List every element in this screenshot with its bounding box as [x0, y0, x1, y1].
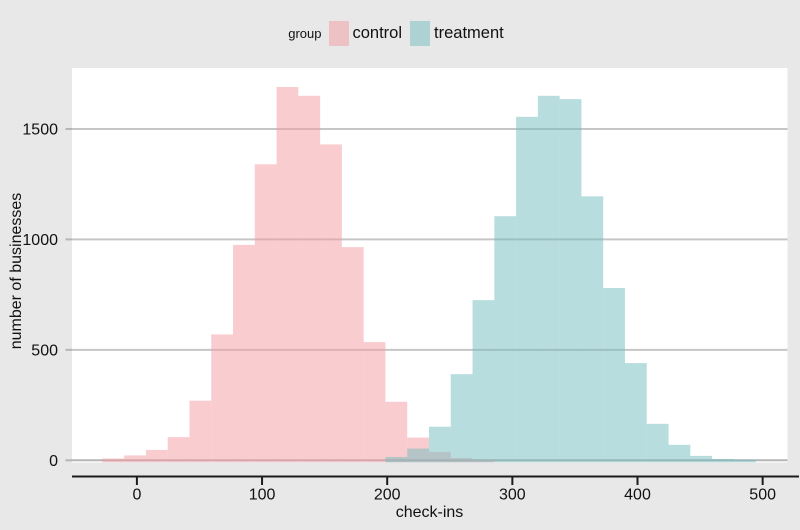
bar-treatment-bin6: [516, 116, 538, 463]
plot-panel: [72, 68, 788, 463]
x-tick-label-500: 500: [749, 487, 776, 504]
bar-treatment-bin12: [646, 423, 669, 463]
legend-item-treatment: treatment: [410, 21, 504, 46]
x-tick-label-100: 100: [249, 487, 276, 504]
bar-treatment-bin15: [712, 458, 734, 463]
bar-control-bin7: [254, 164, 277, 463]
bar-treatment-bin14: [690, 455, 713, 463]
bar-control-bin0: [102, 458, 125, 463]
legend-item-control: control: [328, 21, 403, 46]
x-axis-title: check-ins: [395, 504, 464, 521]
legend-label-control: control: [352, 24, 403, 42]
bar-treatment-bin8: [559, 99, 582, 463]
y-tick-label-1500: 1500: [22, 121, 58, 138]
y-tick-label-1000: 1000: [22, 232, 58, 249]
bar-treatment-bin4: [472, 300, 495, 463]
bar-control-bin11: [341, 247, 364, 463]
bar-control-bin6: [233, 244, 255, 463]
bar-control-bin4: [189, 400, 212, 463]
y-tick-label-0: 0: [49, 453, 58, 470]
bar-control-bin3: [167, 437, 190, 463]
x-tick-label-200: 200: [374, 487, 401, 504]
bar-treatment-bin5: [494, 216, 517, 463]
bar-control-bin2: [145, 449, 168, 463]
bar-control-bin13: [385, 401, 408, 463]
bar-control-bin10: [320, 144, 342, 463]
bar-control-bin5: [211, 334, 234, 463]
bar-control-bin8: [276, 86, 299, 463]
bar-treatment-bin11: [624, 363, 647, 463]
bar-treatment-bin0: [385, 456, 408, 463]
bar-treatment-bin2: [429, 426, 451, 463]
bar-treatment-bin10: [603, 287, 625, 463]
legend-label-treatment: treatment: [434, 24, 504, 42]
bar-treatment-bin9: [581, 196, 604, 463]
bar-treatment-bin16: [733, 459, 756, 463]
legend-title: group: [288, 26, 322, 41]
bar-treatment-bin1: [407, 448, 430, 463]
legend-swatch-treatment: [410, 21, 431, 46]
x-tick-label-400: 400: [624, 487, 651, 504]
bar-treatment-bin3: [450, 374, 473, 463]
bar-treatment-bin7: [537, 95, 560, 463]
y-tick-label-500: 500: [31, 342, 58, 359]
legend-swatch-control: [328, 21, 349, 46]
x-tick-label-0: 0: [132, 487, 141, 504]
bar-control-bin1: [124, 455, 146, 463]
y-axis-title: number of businesses: [8, 192, 25, 350]
legend: group control treatment: [0, 21, 800, 46]
x-tick-label-300: 300: [499, 487, 526, 504]
bar-control-bin12: [363, 342, 386, 463]
bar-control-bin9: [298, 95, 321, 463]
bar-treatment-bin13: [668, 444, 691, 463]
